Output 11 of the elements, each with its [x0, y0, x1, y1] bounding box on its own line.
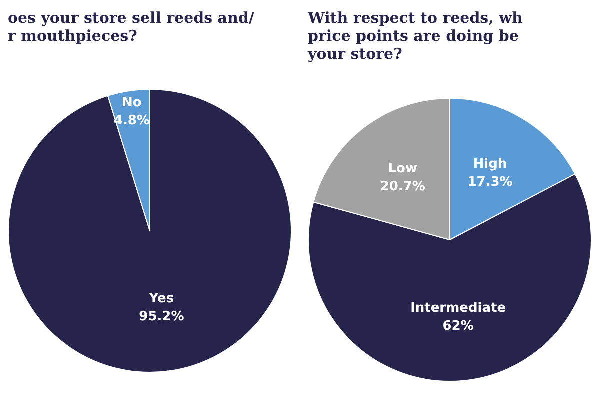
data-label: 17.3% — [468, 174, 513, 190]
slice-label: High — [473, 156, 508, 172]
slice-label: Low — [388, 161, 418, 176]
slice-label: Intermediate — [410, 300, 506, 316]
chart-title: oes your store sell reeds and/ r mouthpieces? — [8, 8, 255, 45]
slice-label: Yes — [148, 291, 174, 306]
chart-title: With respect to reeds, wh price points are doing be your store? — [307, 8, 523, 63]
data-label: 20.7% — [380, 179, 426, 194]
data-label: 95.2% — [139, 309, 184, 324]
slice-label: No — [122, 95, 142, 110]
data-label: 62% — [442, 318, 474, 334]
